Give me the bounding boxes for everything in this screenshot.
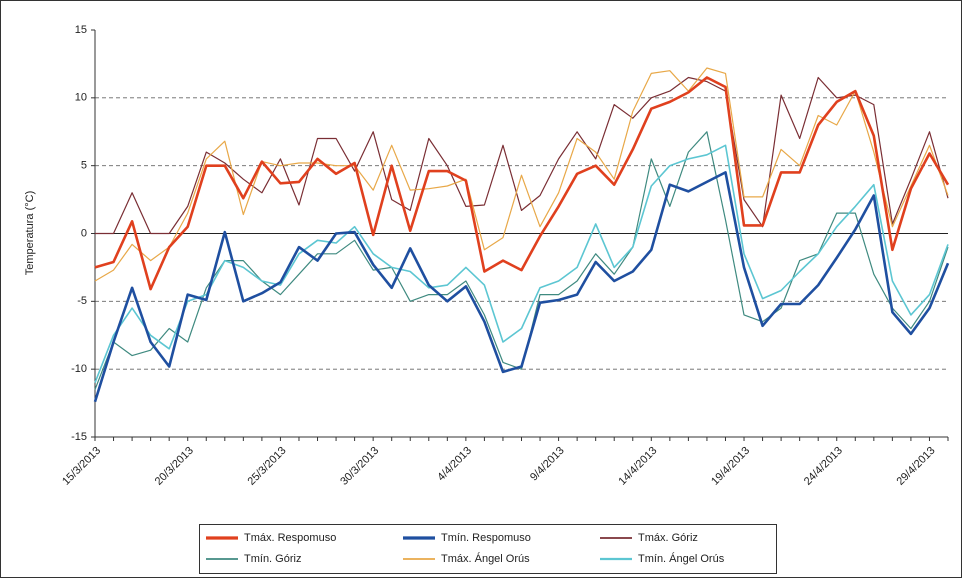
series-line	[94, 144, 949, 383]
y-tick-label: 15	[75, 24, 87, 36]
legend-label: Tmáx. Ángel Orús	[441, 552, 530, 565]
series-line	[94, 67, 949, 282]
legend-label: Tmáx. Góriz	[638, 532, 698, 544]
series-line	[94, 131, 949, 390]
y-axis-label: Temperatura (°C)	[24, 191, 36, 275]
legend-label: Tmín. Ángel Orús	[638, 552, 725, 565]
y-tick-label: 0	[81, 227, 87, 239]
legend-label: Tmín. Góriz	[244, 553, 301, 565]
series-line	[95, 76, 949, 235]
y-tick-label: -5	[77, 295, 87, 307]
series-line	[94, 76, 950, 291]
series-line	[93, 171, 950, 403]
y-tick-label: -10	[71, 363, 87, 375]
y-tick-label: 10	[75, 92, 87, 104]
legend	[199, 524, 777, 574]
y-tick-label: 5	[81, 160, 87, 172]
legend-label: Tmín. Respomuso	[441, 532, 531, 544]
legend-label: Tmáx. Respomuso	[244, 532, 336, 544]
y-tick-label: -15	[71, 431, 87, 443]
